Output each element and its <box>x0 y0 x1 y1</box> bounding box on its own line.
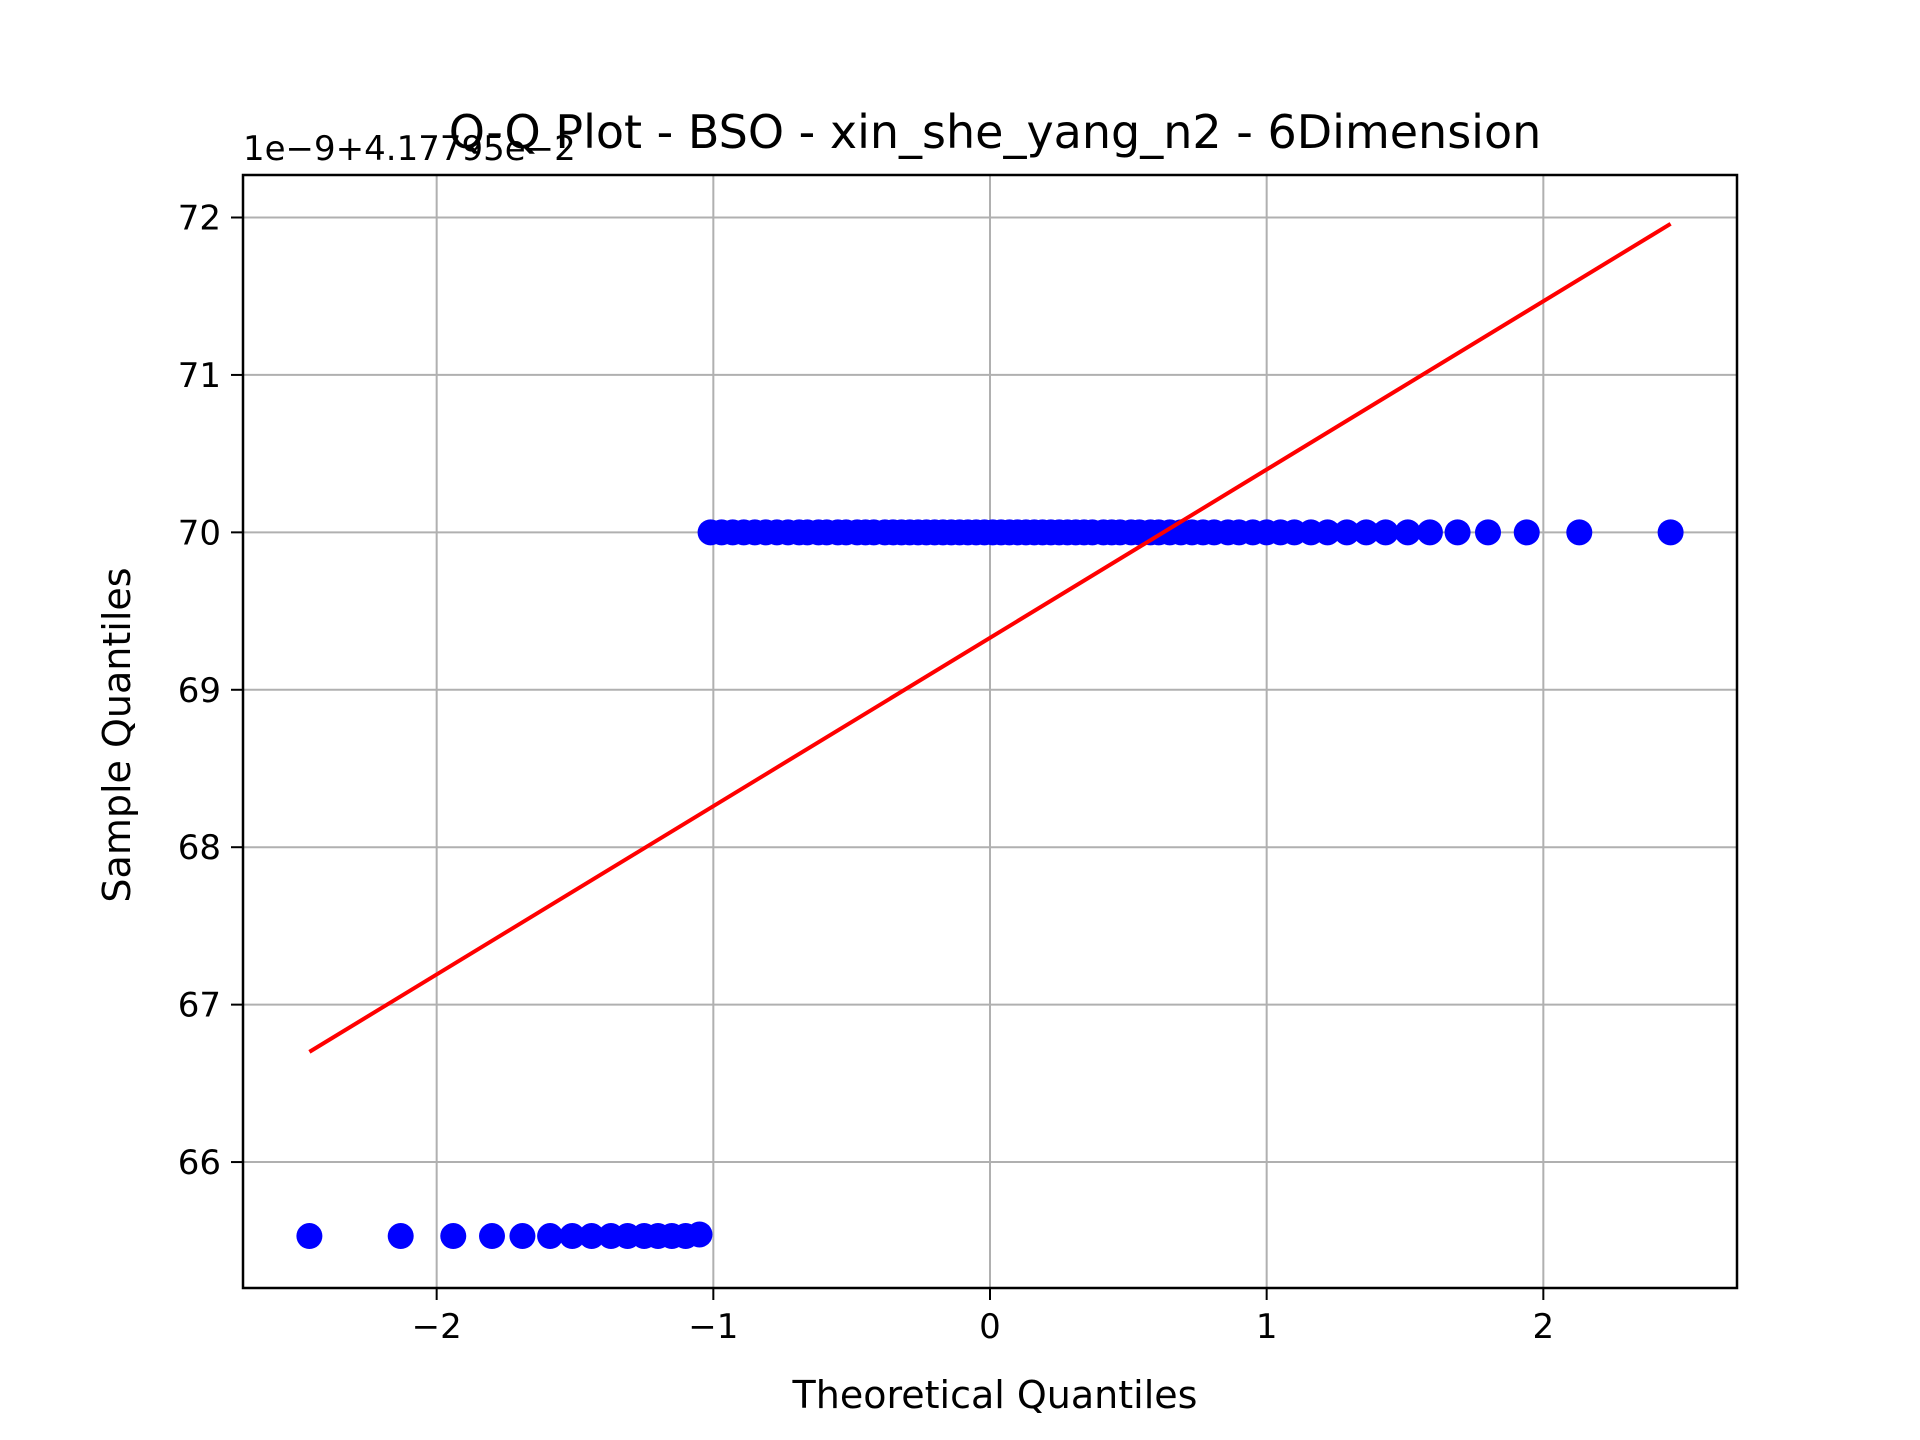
y-tick-label: 66 <box>178 1143 221 1183</box>
y-tick-label: 71 <box>178 356 221 396</box>
data-point <box>1353 519 1380 546</box>
data-point <box>1394 519 1421 546</box>
data-point <box>296 1223 323 1250</box>
data-point <box>1333 519 1360 546</box>
data-point <box>440 1223 467 1250</box>
data-point <box>686 1221 713 1248</box>
x-tick-label: 0 <box>979 1307 1001 1347</box>
x-tick-label: −2 <box>412 1307 462 1347</box>
data-point <box>1314 519 1341 546</box>
y-axis-label: Sample Quantiles <box>95 567 139 902</box>
data-point <box>537 1223 564 1250</box>
data-point <box>559 1223 586 1250</box>
x-tick-label: 2 <box>1533 1307 1555 1347</box>
y-tick-label: 69 <box>178 671 221 711</box>
data-point <box>1475 519 1501 546</box>
reference-line-group <box>308 222 1672 1054</box>
x-tick-label: 1 <box>1256 1307 1278 1347</box>
data-point <box>1416 519 1443 546</box>
x-tick-label: −1 <box>688 1307 738 1347</box>
reference-line <box>308 222 1672 1054</box>
y-tick-label: 70 <box>178 513 221 553</box>
y-tick-label: 72 <box>178 199 221 239</box>
data-point <box>1657 519 1684 546</box>
data-point <box>479 1223 505 1250</box>
y-tick-label: 68 <box>178 828 221 868</box>
y-axis-ticks: 66 67 68 69 70 71 72 <box>178 199 243 1183</box>
data-point <box>387 1223 414 1250</box>
y-tick-label: 67 <box>178 986 221 1026</box>
data-point <box>1372 519 1399 546</box>
data-point <box>1566 519 1593 546</box>
data-point <box>509 1223 536 1250</box>
x-axis-label: Theoretical Quantiles <box>792 1373 1198 1417</box>
data-point <box>1444 519 1471 546</box>
data-point <box>578 1223 605 1250</box>
x-axis-ticks: −2 −1 0 1 2 <box>412 1288 1555 1347</box>
data-point <box>1513 519 1540 546</box>
chart-title: Q-Q Plot - BSO - xin_she_yang_n2 - 6Dime… <box>449 105 1542 159</box>
data-points <box>296 519 1684 1250</box>
y-offset-label: 1e−9+4.17795e−2 <box>243 129 576 169</box>
